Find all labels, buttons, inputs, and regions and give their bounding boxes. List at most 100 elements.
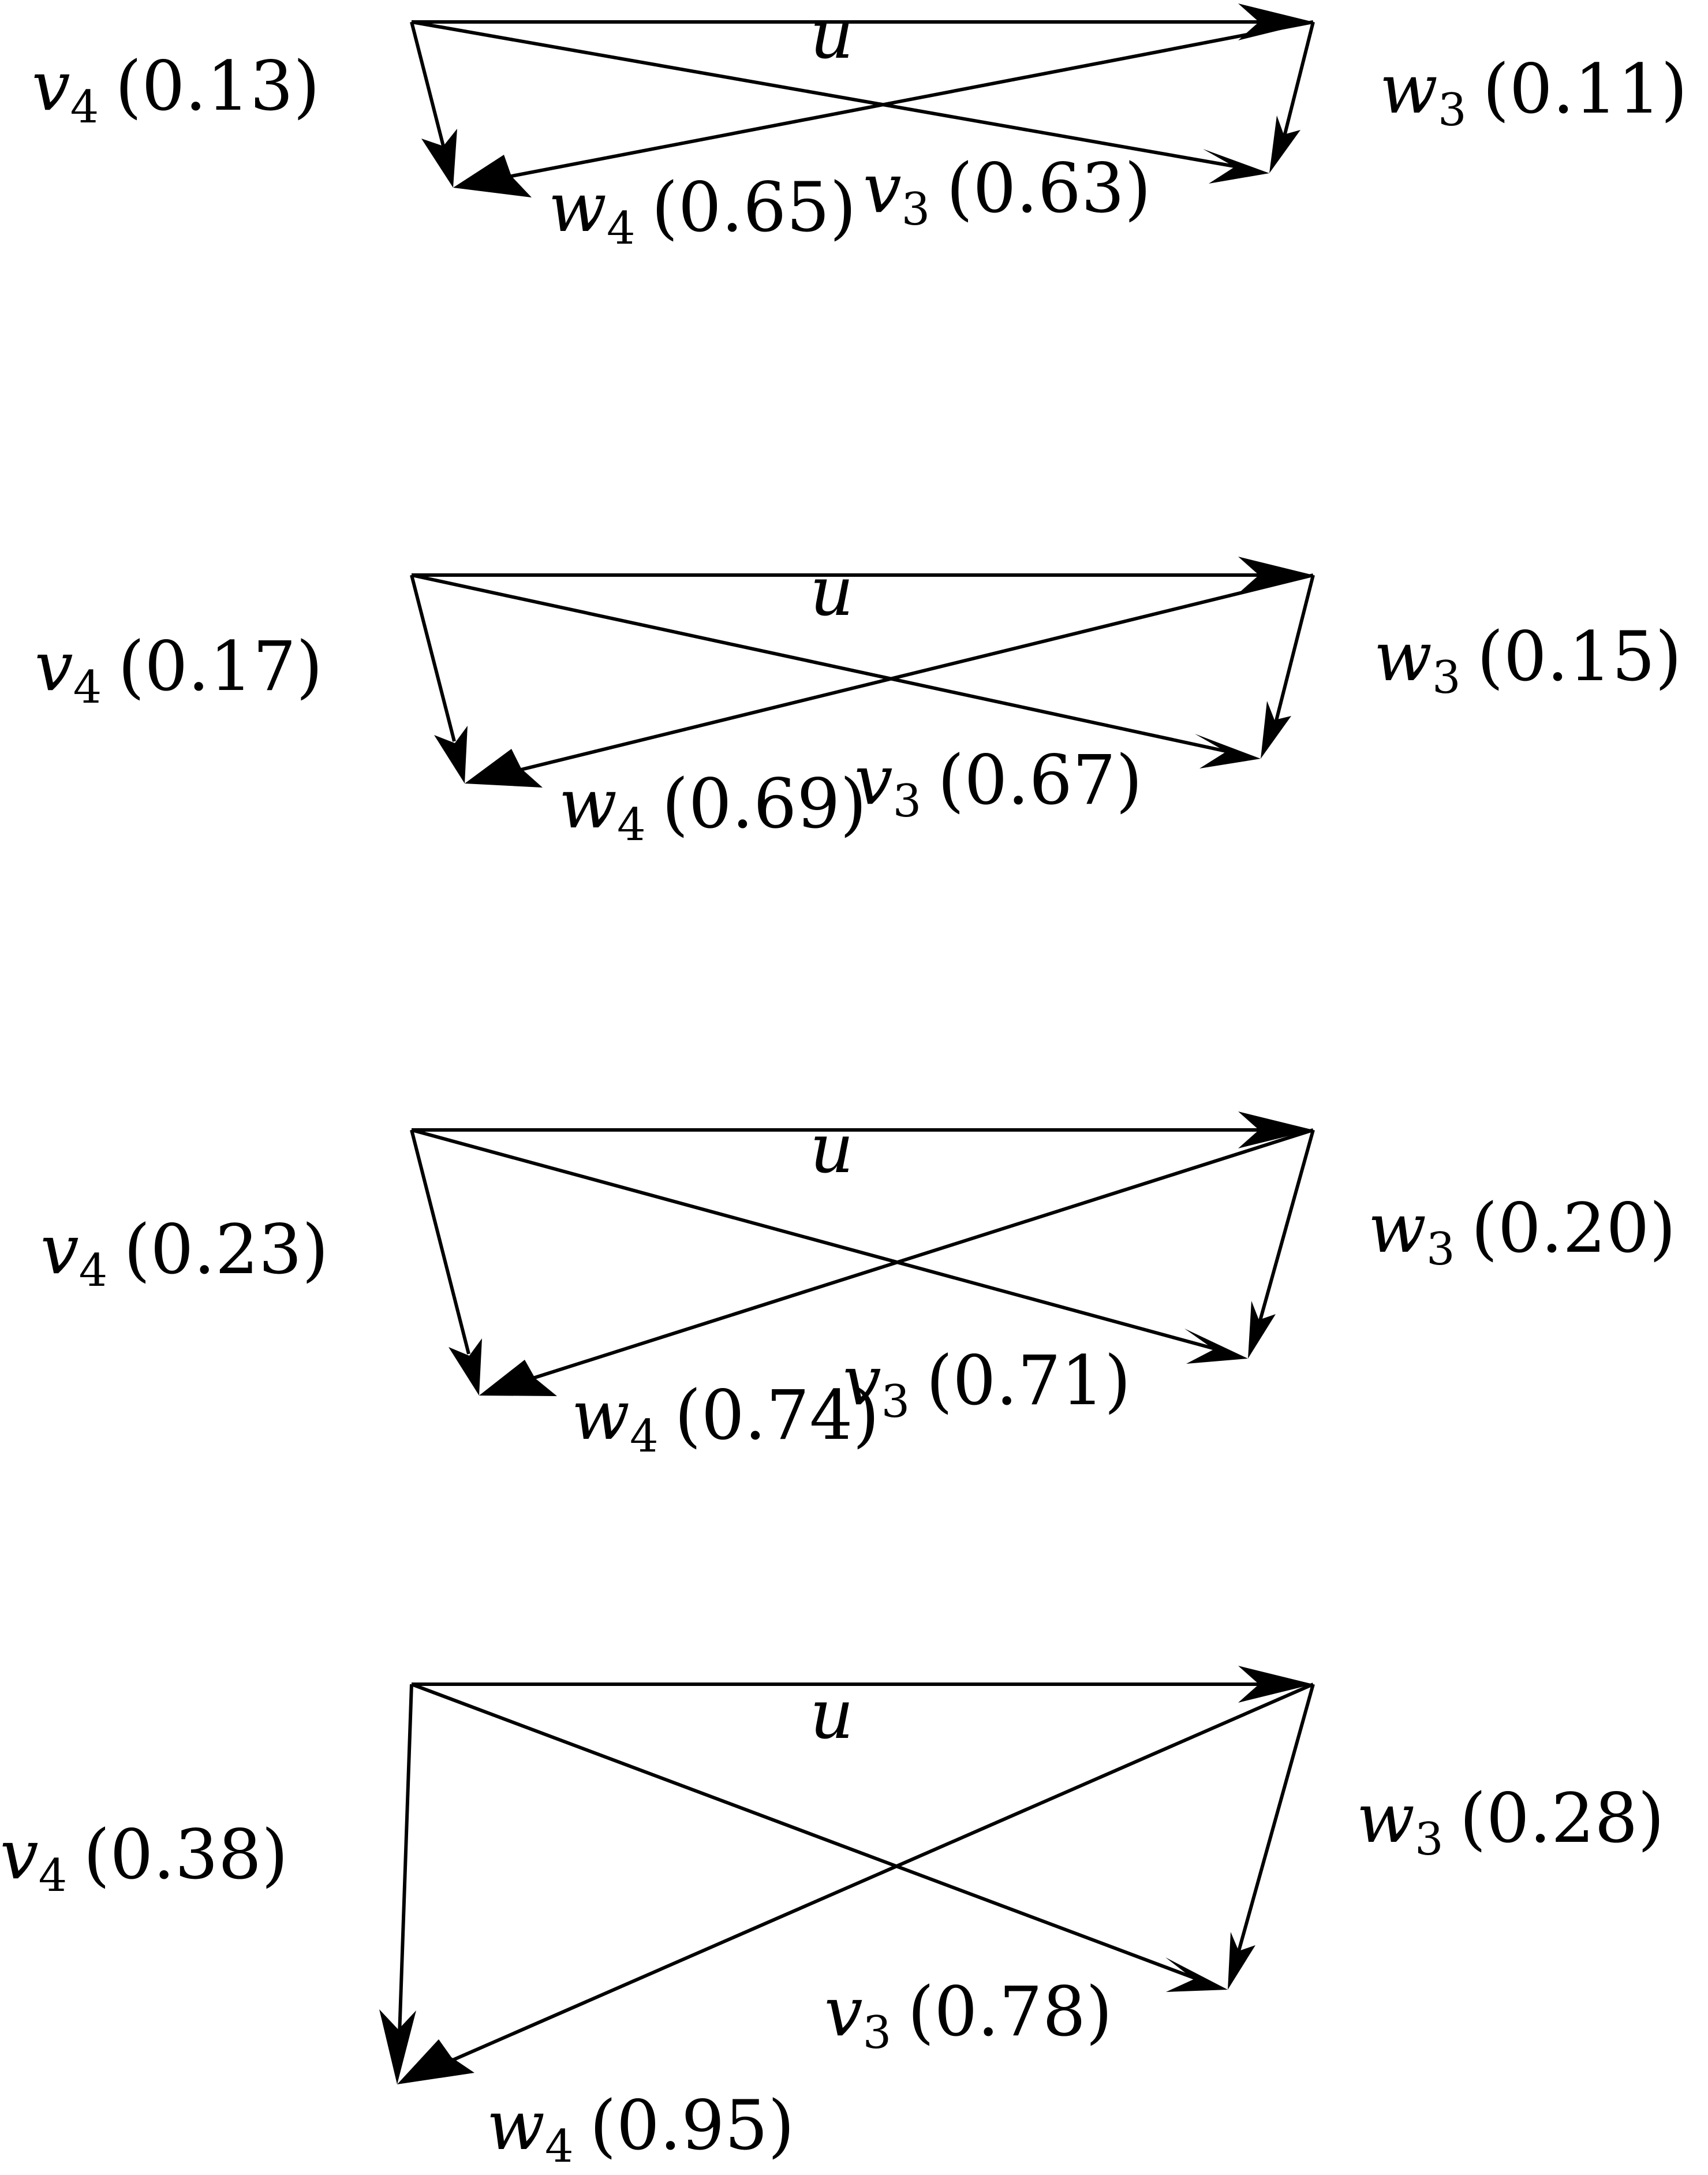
label-v4-subscript: 4 xyxy=(70,81,99,133)
label-u: u xyxy=(810,1109,854,1188)
edge-origin-to-v4 xyxy=(410,1129,470,1355)
label-w4: w4 (0.95) xyxy=(487,2086,794,2173)
label-v4-symbol: v xyxy=(32,46,70,126)
label-v3-value: (0.67) xyxy=(937,740,1142,820)
arrowhead-w4 xyxy=(397,2039,474,2084)
edge-origin-to-v3 xyxy=(411,1128,1220,1352)
label-w3-symbol: w xyxy=(1374,617,1432,696)
label-v3-subscript: 3 xyxy=(902,184,930,236)
label-v4-subscript: 4 xyxy=(39,1850,68,1902)
arrowhead-v4 xyxy=(421,129,457,188)
edge-origin-to-v3 xyxy=(411,573,1232,754)
arrowhead-w3 xyxy=(1248,1301,1276,1359)
label-v3-value: (0.63) xyxy=(946,148,1151,228)
label-w4-subscript: 4 xyxy=(607,203,636,255)
label-w4: w4 (0.74) xyxy=(571,1375,879,1463)
label-w3-value: (0.20) xyxy=(1471,1188,1676,1268)
label-v3: v3 (0.71) xyxy=(843,1341,1131,1428)
label-v4: v4 (0.17) xyxy=(35,626,323,714)
label-w3: w3 (0.20) xyxy=(1368,1188,1676,1275)
label-v3-value: (0.71) xyxy=(926,1341,1131,1420)
arrowhead-w3 xyxy=(1228,1932,1255,1990)
label-w4-subscript: 4 xyxy=(617,799,646,851)
panel-2: u v4 (0.17) w3 (0.15) w4 (0.69) v3 (0.67) xyxy=(35,551,1681,851)
label-v4-symbol: v xyxy=(35,626,73,706)
arrowhead-w4 xyxy=(453,155,532,197)
label-v3-symbol: v xyxy=(863,148,902,228)
label-w3-value: (0.11) xyxy=(1483,49,1688,129)
label-w3-value: (0.28) xyxy=(1460,1778,1665,1858)
label-w3-subscript: 3 xyxy=(1426,1223,1455,1275)
arrowhead-v3 xyxy=(1195,734,1261,768)
label-v4: v4 (0.13) xyxy=(32,46,320,133)
label-w3-subscript: 3 xyxy=(1432,652,1461,704)
label-u-symbol: u xyxy=(810,0,854,74)
label-w4-value: (0.65) xyxy=(652,167,857,247)
label-w4: w4 (0.69) xyxy=(559,764,866,851)
label-w3-subscript: 3 xyxy=(1415,1814,1444,1866)
label-v3-subscript: 3 xyxy=(863,2007,892,2059)
label-u-symbol: u xyxy=(810,551,854,631)
label-v3-subscript: 3 xyxy=(881,1376,910,1428)
label-v3-symbol: v xyxy=(824,1972,863,2051)
label-v4-value: (0.13) xyxy=(115,46,320,126)
label-v3-symbol: v xyxy=(854,740,893,820)
panel-4: u v4 (0.38) w3 (0.28) v3 (0.78) w4 (0.95) xyxy=(0,1666,1664,2173)
label-w3-symbol: w xyxy=(1380,49,1438,129)
label-w4-symbol: w xyxy=(571,1375,630,1455)
arrowhead-v3 xyxy=(1203,149,1269,184)
edge-u-end-to-w4 xyxy=(493,20,1314,181)
arrowhead-w4 xyxy=(479,1360,557,1396)
label-v4-value: (0.23) xyxy=(124,1210,328,1289)
edge-u-end-to-w3 xyxy=(1273,574,1315,726)
label-v3: v3 (0.67) xyxy=(854,740,1142,827)
edge-u-end-to-w4 xyxy=(433,1682,1314,2070)
arrowhead-w3 xyxy=(1269,115,1300,173)
edge-u-end-to-w3 xyxy=(1282,21,1315,139)
label-w4-symbol: w xyxy=(559,764,617,844)
label-u: u xyxy=(810,0,854,74)
arrowhead-w4 xyxy=(465,749,543,788)
edge-u-end-to-w3 xyxy=(1235,1684,1315,1958)
arrowhead-v3 xyxy=(1165,1957,1228,1992)
label-w4-symbol: w xyxy=(548,167,607,247)
arrowhead-u-end xyxy=(1238,557,1313,594)
arrowhead-v4 xyxy=(434,726,468,784)
arrowhead-w3 xyxy=(1261,701,1291,759)
label-w4-value: (0.95) xyxy=(590,2086,795,2165)
label-w3-symbol: w xyxy=(1356,1778,1415,1858)
label-w4-value: (0.74) xyxy=(675,1375,880,1455)
label-v4-symbol: v xyxy=(40,1210,79,1289)
panel-3: u v4 (0.23) w3 (0.20) w4 (0.74) v3 (0.71) xyxy=(40,1109,1676,1463)
label-v3: v3 (0.78) xyxy=(824,1972,1112,2059)
arrowhead-v3 xyxy=(1184,1329,1248,1364)
label-w3: w3 (0.11) xyxy=(1380,49,1687,136)
label-w3-subscript: 3 xyxy=(1438,84,1467,136)
label-v3-value: (0.78) xyxy=(907,1972,1112,2051)
edge-u-end-to-w4 xyxy=(518,1128,1314,1385)
label-v4-value: (0.17) xyxy=(118,626,323,706)
label-u: u xyxy=(810,551,854,631)
label-v3: v3 (0.63) xyxy=(863,148,1151,236)
label-w4-subscript: 4 xyxy=(545,2121,574,2173)
edge-u-end-to-w3 xyxy=(1257,1129,1315,1327)
label-w3: w3 (0.28) xyxy=(1356,1778,1664,1866)
label-u-symbol: u xyxy=(810,1674,854,1754)
edge-origin-to-v3 xyxy=(410,1682,1199,1981)
label-u-symbol: u xyxy=(810,1109,854,1188)
label-w3-symbol: w xyxy=(1368,1188,1426,1268)
label-u: u xyxy=(810,1674,854,1754)
label-w4-symbol: w xyxy=(487,2086,545,2165)
label-v4-subscript: 4 xyxy=(79,1245,108,1297)
label-v4-subscript: 4 xyxy=(73,662,102,714)
edge-origin-to-v4 xyxy=(398,1684,413,2036)
label-w4-value: (0.69) xyxy=(662,764,867,844)
arrowhead-v4 xyxy=(449,1338,482,1396)
label-v4-value: (0.38) xyxy=(83,1815,288,1894)
label-w3: w3 (0.15) xyxy=(1374,617,1681,704)
label-w4: w4 (0.65) xyxy=(548,167,856,255)
label-v4-symbol: v xyxy=(0,1815,39,1894)
label-w4-subscript: 4 xyxy=(630,1411,659,1463)
arrowhead-u-end xyxy=(1238,1111,1313,1148)
